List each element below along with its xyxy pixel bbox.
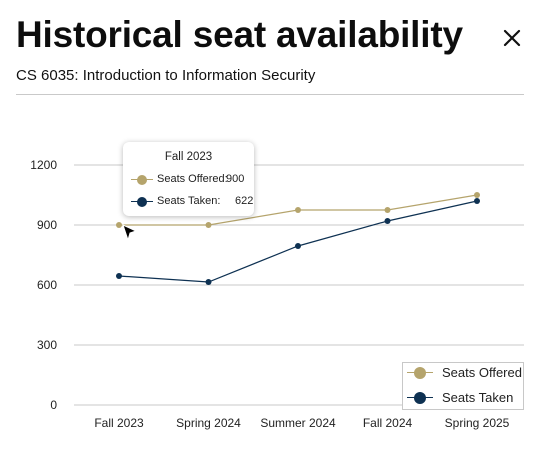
y-tick-label: 0	[50, 398, 57, 412]
data-point-seats-offered[interactable]	[116, 222, 122, 228]
mouse-pointer-icon	[122, 224, 138, 242]
data-point-seats-offered[interactable]	[205, 222, 212, 228]
y-tick-label: 1200	[30, 158, 57, 172]
data-point-seats-taken[interactable]	[295, 243, 301, 249]
tooltip-taken-label: Seats Taken:	[157, 195, 221, 207]
data-point-seats-taken[interactable]	[384, 218, 391, 224]
x-tick-label: Summer 2024	[260, 416, 336, 430]
chart-tooltip: Fall 2023 Seats Offered: 900 Seats Taken…	[123, 142, 254, 216]
y-tick-label: 300	[37, 338, 57, 352]
data-point-seats-offered[interactable]	[474, 192, 480, 198]
tooltip-offered-value: 900	[226, 173, 245, 185]
page-title: Historical seat availability	[16, 14, 463, 55]
course-subtitle: CS 6035: Introduction to Information Sec…	[16, 67, 316, 84]
legend-offered-label: Seats Offered	[442, 365, 522, 380]
tooltip-taken-swatch-dot	[137, 197, 147, 207]
data-point-seats-taken[interactable]	[116, 273, 122, 279]
tooltip-offered-swatch-dot	[137, 175, 147, 185]
tooltip-taken-value: 622	[235, 195, 254, 207]
legend-taken-dot	[414, 392, 426, 404]
legend-item-seats-offered[interactable]: Seats Offered	[407, 363, 523, 383]
y-tick-label: 900	[37, 218, 57, 232]
data-point-seats-taken[interactable]	[205, 279, 212, 285]
x-tick-label: Spring 2024	[176, 416, 241, 430]
x-tick-label: Fall 2024	[363, 416, 413, 430]
y-tick-label: 600	[37, 278, 57, 292]
tooltip-offered-label: Seats Offered:	[157, 173, 228, 185]
data-point-seats-offered[interactable]	[295, 207, 301, 213]
legend-item-seats-taken[interactable]: Seats Taken	[407, 388, 523, 408]
x-tick-label: Fall 2023	[94, 416, 144, 430]
data-point-seats-taken[interactable]	[474, 198, 480, 204]
x-tick-label: Spring 2025	[445, 416, 510, 430]
legend-offered-dot	[414, 367, 426, 379]
chart-legend: Seats Offered Seats Taken	[402, 362, 524, 410]
tooltip-row-taken: Seats Taken: 622	[131, 195, 253, 209]
tooltip-row-offered: Seats Offered: 900	[131, 173, 249, 187]
tooltip-title: Fall 2023	[164, 151, 213, 163]
header-divider	[16, 94, 524, 95]
close-icon[interactable]	[498, 24, 526, 52]
data-point-seats-offered[interactable]	[384, 207, 391, 213]
legend-taken-label: Seats Taken	[442, 390, 514, 405]
